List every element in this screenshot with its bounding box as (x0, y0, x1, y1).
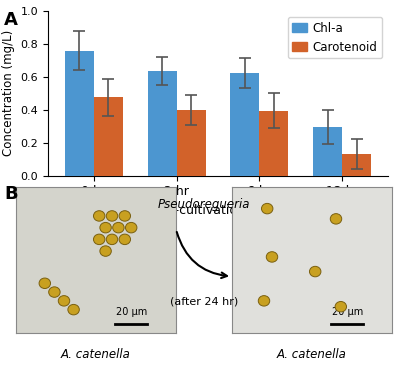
Text: Pseudoregueria: Pseudoregueria (158, 198, 250, 211)
Y-axis label: Concentration (mg/L): Concentration (mg/L) (2, 30, 15, 156)
Circle shape (100, 223, 111, 233)
Circle shape (58, 296, 70, 306)
Circle shape (126, 223, 137, 233)
Text: A. catenella: A. catenella (61, 348, 131, 361)
Circle shape (39, 278, 50, 288)
Circle shape (262, 203, 273, 214)
Circle shape (68, 305, 79, 315)
Text: A. catenella: A. catenella (277, 348, 347, 361)
Circle shape (94, 234, 105, 244)
Text: A: A (4, 11, 18, 29)
Circle shape (258, 296, 270, 306)
Bar (230, 73, 260, 176)
Circle shape (266, 252, 278, 262)
Bar (176, 110, 206, 176)
Legend: Chl-a, Carotenoid: Chl-a, Carotenoid (288, 17, 382, 58)
Circle shape (335, 302, 346, 312)
Circle shape (106, 234, 118, 244)
Bar (64, 51, 94, 176)
Circle shape (94, 211, 105, 221)
Text: B: B (4, 185, 18, 203)
Bar (313, 127, 342, 176)
Bar (260, 111, 288, 176)
Circle shape (119, 211, 130, 221)
Bar (342, 154, 372, 176)
Circle shape (310, 266, 321, 277)
Circle shape (100, 246, 111, 256)
Bar (94, 97, 123, 176)
Bar (148, 71, 176, 176)
Circle shape (106, 211, 118, 221)
X-axis label: Co-cultivation time: Co-cultivation time (158, 204, 278, 217)
Text: (after 24 hr): (after 24 hr) (170, 296, 238, 307)
Circle shape (113, 223, 124, 233)
Circle shape (330, 214, 342, 224)
Text: 20 μm: 20 μm (116, 307, 147, 317)
Text: 20 μm: 20 μm (332, 307, 363, 317)
Circle shape (49, 287, 60, 297)
Circle shape (119, 234, 130, 244)
